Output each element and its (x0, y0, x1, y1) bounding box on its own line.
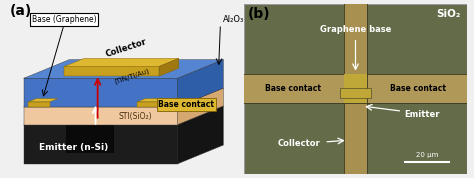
Text: 20 μm: 20 μm (416, 152, 438, 158)
Polygon shape (24, 60, 223, 78)
Text: Collector: Collector (278, 139, 320, 148)
Polygon shape (137, 102, 166, 107)
Text: Base (Graphene): Base (Graphene) (32, 15, 96, 24)
Bar (344, 74, 367, 103)
Polygon shape (28, 99, 58, 102)
Text: Base contact: Base contact (265, 84, 321, 93)
Polygon shape (64, 66, 159, 76)
Text: (a): (a) (9, 4, 32, 19)
Polygon shape (178, 60, 223, 107)
Bar (244, 74, 467, 103)
Polygon shape (24, 78, 178, 107)
Polygon shape (70, 118, 129, 123)
Polygon shape (24, 107, 178, 125)
Text: Base contact: Base contact (390, 84, 446, 93)
Polygon shape (137, 99, 174, 102)
Text: Emitter: Emitter (404, 110, 440, 119)
Polygon shape (28, 102, 50, 107)
Polygon shape (159, 58, 179, 76)
Text: SiO₂: SiO₂ (436, 9, 460, 19)
Text: Base contact: Base contact (158, 100, 214, 109)
Text: (TiN/Ti/Au): (TiN/Ti/Au) (114, 68, 151, 85)
Polygon shape (24, 88, 223, 107)
Polygon shape (178, 88, 223, 125)
Bar (340, 88, 371, 98)
Text: Graphene base: Graphene base (320, 25, 391, 34)
Polygon shape (66, 125, 114, 153)
Bar (344, 4, 367, 174)
Polygon shape (24, 106, 178, 107)
Polygon shape (178, 106, 223, 164)
Text: Emitter (n-Si): Emitter (n-Si) (39, 143, 108, 151)
Polygon shape (24, 125, 178, 164)
Polygon shape (64, 58, 179, 66)
Polygon shape (24, 106, 223, 125)
Text: STI(SiO₂): STI(SiO₂) (118, 112, 152, 121)
Text: Collector: Collector (105, 38, 148, 59)
Text: Al₂O₃: Al₂O₃ (223, 15, 244, 24)
Text: (b): (b) (247, 7, 270, 21)
